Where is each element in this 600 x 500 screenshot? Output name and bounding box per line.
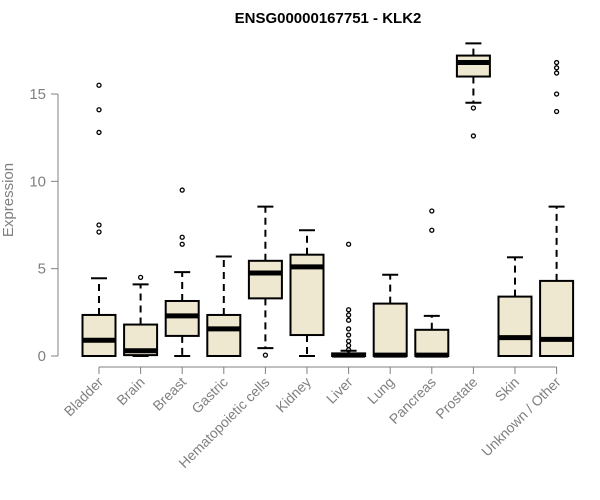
outlier-point (262, 352, 269, 358)
x-tick-label: Breast (149, 374, 189, 414)
outlier-point (553, 70, 560, 76)
outlier-point (345, 326, 352, 332)
outlier-point (553, 59, 560, 66)
y-tick-label: 10 (29, 173, 46, 190)
outlier-point (96, 107, 102, 113)
x-tick-label: Prostate (432, 374, 480, 422)
outlier-point (96, 229, 102, 235)
outlier-point (345, 317, 352, 323)
outlier-point (470, 133, 477, 139)
x-tick-label: Kidney (273, 374, 315, 416)
box-group (123, 274, 159, 357)
box-group (289, 229, 325, 357)
outlier-point (179, 187, 185, 193)
box-group (497, 256, 533, 358)
box-iqr (497, 295, 533, 358)
box-group (81, 82, 117, 358)
y-axis-label: Expression (0, 163, 17, 237)
outlier-point (345, 338, 352, 344)
x-tick-label: Brain (113, 374, 147, 408)
x-tick-label: Lung (364, 374, 397, 407)
box-group (206, 255, 242, 358)
outlier-point (345, 332, 352, 338)
box-group (247, 205, 283, 358)
box-iqr (247, 259, 283, 300)
box-group (455, 42, 491, 139)
outlier-point (553, 91, 560, 97)
outlier-point (345, 241, 352, 247)
outlier-point (553, 108, 560, 115)
outlier-point (345, 312, 352, 318)
outlier-point (345, 342, 352, 349)
x-tick-label: Bladder (61, 374, 107, 420)
y-tick-label: 5 (38, 261, 46, 278)
chart-title: ENSG00000167751 - KLK2 (235, 10, 422, 27)
box-iqr (455, 54, 491, 78)
box-group (331, 241, 367, 358)
outlier-point (96, 129, 102, 136)
x-tick-label: Liver (323, 374, 356, 407)
x-tick-label: Unknown / Other (478, 374, 564, 460)
y-axis: 0 5 10 15 (29, 86, 59, 365)
outlier-point (179, 241, 185, 247)
y-tick-label: 0 (38, 348, 46, 365)
outlier-point (137, 274, 144, 281)
outlier-point (470, 105, 477, 111)
outlier-point (179, 234, 185, 240)
outlier-point (96, 82, 102, 88)
box-iqr (81, 313, 117, 358)
outlier-point (96, 222, 102, 228)
box-iqr (414, 328, 450, 357)
box-group (164, 187, 200, 357)
x-tick-label: Skin (492, 374, 523, 405)
box-iqr (539, 279, 575, 358)
outlier-point (429, 227, 435, 233)
box-group (372, 273, 408, 358)
outlier-point (429, 208, 435, 214)
outlier-point (553, 65, 560, 71)
box-group (539, 59, 575, 358)
outlier-point (345, 307, 352, 313)
box-iqr (164, 299, 200, 337)
y-tick-label: 15 (29, 86, 46, 103)
box-iqr (206, 313, 242, 358)
box-iqr (372, 302, 408, 358)
box-group (414, 208, 450, 358)
boxes-group (81, 42, 575, 358)
